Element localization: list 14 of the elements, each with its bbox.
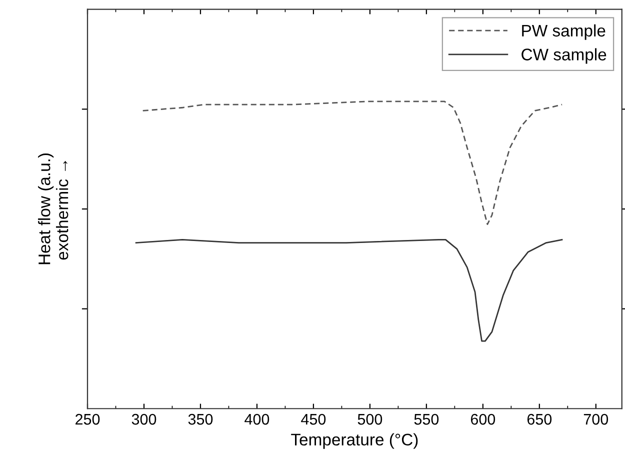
legend-label: PW sample <box>522 24 606 40</box>
x-tick-label: 600 <box>470 414 496 425</box>
x-tick-label: 650 <box>527 414 552 425</box>
x-tick-label: 400 <box>244 414 270 425</box>
x-tick-label: 500 <box>358 414 382 425</box>
y-axis-title: Heat flow (a.u.) exothermic → <box>38 154 68 264</box>
x-tick-label: 550 <box>414 414 439 425</box>
legend-label: CW sample <box>522 48 606 64</box>
x-tick-label: 700 <box>584 414 608 425</box>
x-tick-label: 450 <box>301 414 326 425</box>
x-tick-label: 350 <box>188 414 213 425</box>
x-tick-label: 300 <box>132 414 156 425</box>
x-axis-title: Temperature (°C) <box>291 433 418 449</box>
x-tick-label: 250 <box>76 414 100 425</box>
